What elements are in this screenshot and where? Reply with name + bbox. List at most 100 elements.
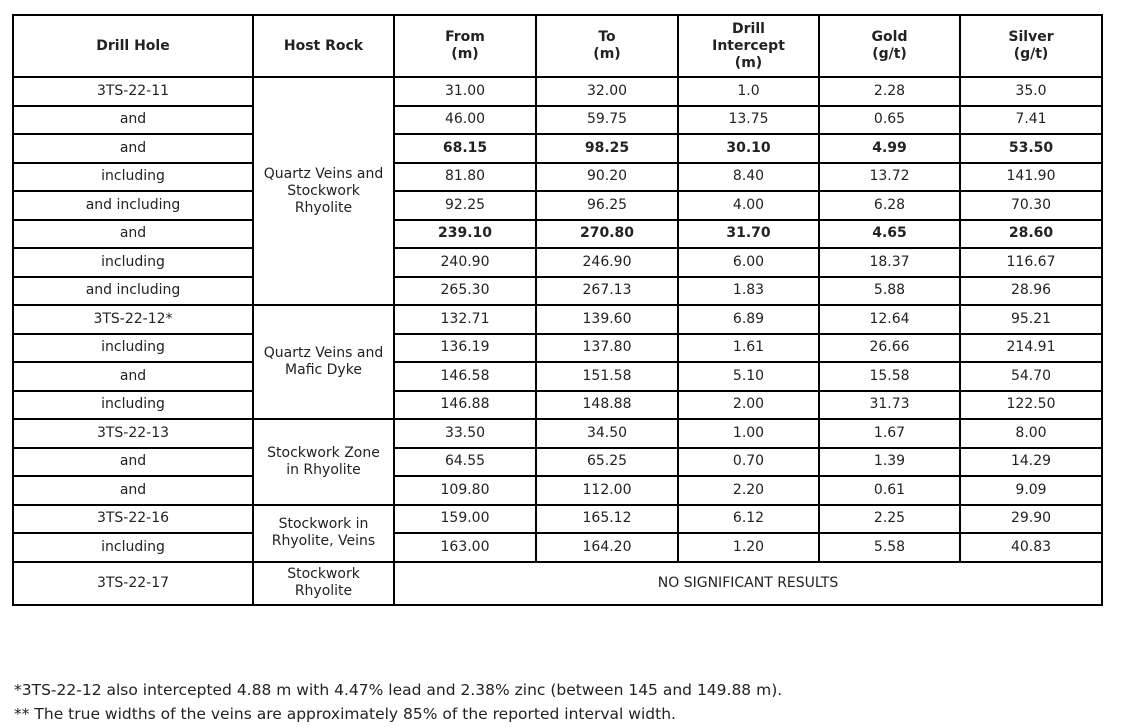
value-cell: 164.20 [535,532,679,563]
table-row: and including 92.25 96.25 4.00 6.28 70.30 [12,190,1103,221]
value-cell: 2.25 [818,503,961,534]
table-row: including 81.80 90.20 8.40 13.72 141.90 [12,161,1103,192]
value-cell: 214.91 [959,332,1103,363]
table-row: including 240.90 246.90 6.00 18.37 116.67 [12,247,1103,278]
value-cell: 6.28 [818,190,961,221]
header-cell: To (m) [535,14,679,78]
value-cell: 267.13 [535,275,679,306]
value-cell: 46.00 [393,104,537,135]
table-row: 3TS-22-11 Quartz Veins and Stockwork Rhyo… [12,76,1103,306]
value-cell: 4.00 [677,190,820,221]
value-cell: 0.61 [818,475,961,506]
host-rock-cell: Stockwork in Rhyolite, Veins [252,503,395,563]
header-cell: Drill Hole [12,14,254,78]
value-cell: 2.28 [818,76,961,107]
table-row: 3TS-22-12* Quartz Veins and Mafic Dyke 132… [12,304,1103,420]
drill-hole-cell: and including [12,275,254,306]
table-row: 3TS-22-17 Stockwork Rhyolite NO SIGNIFICAN… [12,560,1103,606]
value-cell: 1.00 [677,418,820,449]
value-cell: 163.00 [393,532,537,563]
value-cell: 239.10 [393,218,537,249]
table-row: and 239.10 270.80 31.70 4.65 28.60 [12,218,1103,249]
header-cell: Host Rock [252,14,395,78]
value-cell: 15.58 [818,361,961,392]
table-row: and including 265.30 267.13 1.83 5.88 28.96 [12,275,1103,306]
drill-hole-cell: and [12,361,254,392]
value-cell: 1.67 [818,418,961,449]
value-cell: 5.88 [818,275,961,306]
value-cell: 29.90 [959,503,1103,534]
value-cell: 146.58 [393,361,537,392]
table-row: and 68.15 98.25 30.10 4.99 53.50 [12,133,1103,164]
value-cell: 246.90 [535,247,679,278]
drill-hole-cell: and [12,133,254,164]
value-cell: 7.41 [959,104,1103,135]
value-cell: 148.88 [535,389,679,420]
host-rock-cell: Quartz Veins and Stockwork Rhyolite [252,76,395,306]
drill-hole-cell: and including [12,190,254,221]
value-cell: 136.19 [393,332,537,363]
value-cell: 64.55 [393,446,537,477]
drill-hole-cell: including [12,332,254,363]
table-row: including 163.00 164.20 1.20 5.58 40.83 [12,532,1103,563]
table-row: and 64.55 65.25 0.70 1.39 14.29 [12,446,1103,477]
table-row: including 146.88 148.88 2.00 31.73 122.50 [12,389,1103,420]
value-cell: 54.70 [959,361,1103,392]
value-cell: 4.65 [818,218,961,249]
drill-hole-cell: 3TS-22-16 [12,503,254,534]
host-rock-cell: Stockwork Zone in Rhyolite [252,418,395,506]
value-cell: 98.25 [535,133,679,164]
value-cell: 59.75 [535,104,679,135]
value-cell: 9.09 [959,475,1103,506]
value-cell: 70.30 [959,190,1103,221]
value-cell: 109.80 [393,475,537,506]
value-cell: 240.90 [393,247,537,278]
note: ** The true widths of the veins are appr… [14,705,676,723]
drill-hole-cell: 3TS-22-11 [12,76,254,107]
table-body: 3TS-22-11 Quartz Veins and Stockwork Rhyo… [12,76,1103,606]
value-cell: 53.50 [959,133,1103,164]
value-cell: 65.25 [535,446,679,477]
drill-hole-cell: including [12,389,254,420]
value-cell: 34.50 [535,418,679,449]
value-cell: 92.25 [393,190,537,221]
drill-hole-cell: including [12,532,254,563]
value-cell: 270.80 [535,218,679,249]
value-cell: 68.15 [393,133,537,164]
value-cell: 6.00 [677,247,820,278]
header-cell: Silver (g/t) [959,14,1103,78]
drill-hole-cell: and [12,475,254,506]
value-cell: 31.70 [677,218,820,249]
results-table: Drill Hole Host Rock From (m) To (m) Drill I… [12,14,1103,606]
table-row: including 136.19 137.80 1.61 26.66 214.91 [12,332,1103,363]
value-cell: 2.20 [677,475,820,506]
drill-hole-cell: 3TS-22-13 [12,418,254,449]
value-cell: 18.37 [818,247,961,278]
value-cell: 1.0 [677,76,820,107]
value-cell: 90.20 [535,161,679,192]
value-cell: 81.80 [393,161,537,192]
value-cell: 1.61 [677,332,820,363]
note: *3TS-22-12 also intercepted 4.88 m with … [14,681,783,699]
value-cell: 28.60 [959,218,1103,249]
header-cell: Gold (g/t) [818,14,961,78]
value-cell: 137.80 [535,332,679,363]
value-cell: 1.20 [677,532,820,563]
value-cell: 35.0 [959,76,1103,107]
value-cell: 146.88 [393,389,537,420]
value-cell: 5.58 [818,532,961,563]
table-row: 3TS-22-13 Stockwork Zone in Rhyolite 33.50… [12,418,1103,506]
drill-hole-cell: and [12,446,254,477]
value-cell: 159.00 [393,503,537,534]
drill-hole-cell: and [12,104,254,135]
value-cell: 28.96 [959,275,1103,306]
value-cell: 13.75 [677,104,820,135]
value-cell: 1.39 [818,446,961,477]
value-cell: 151.58 [535,361,679,392]
host-rock-cell: Quartz Veins and Mafic Dyke [252,304,395,420]
value-cell: 132.71 [393,304,537,335]
value-cell: 116.67 [959,247,1103,278]
value-cell: 26.66 [818,332,961,363]
value-cell: 139.60 [535,304,679,335]
